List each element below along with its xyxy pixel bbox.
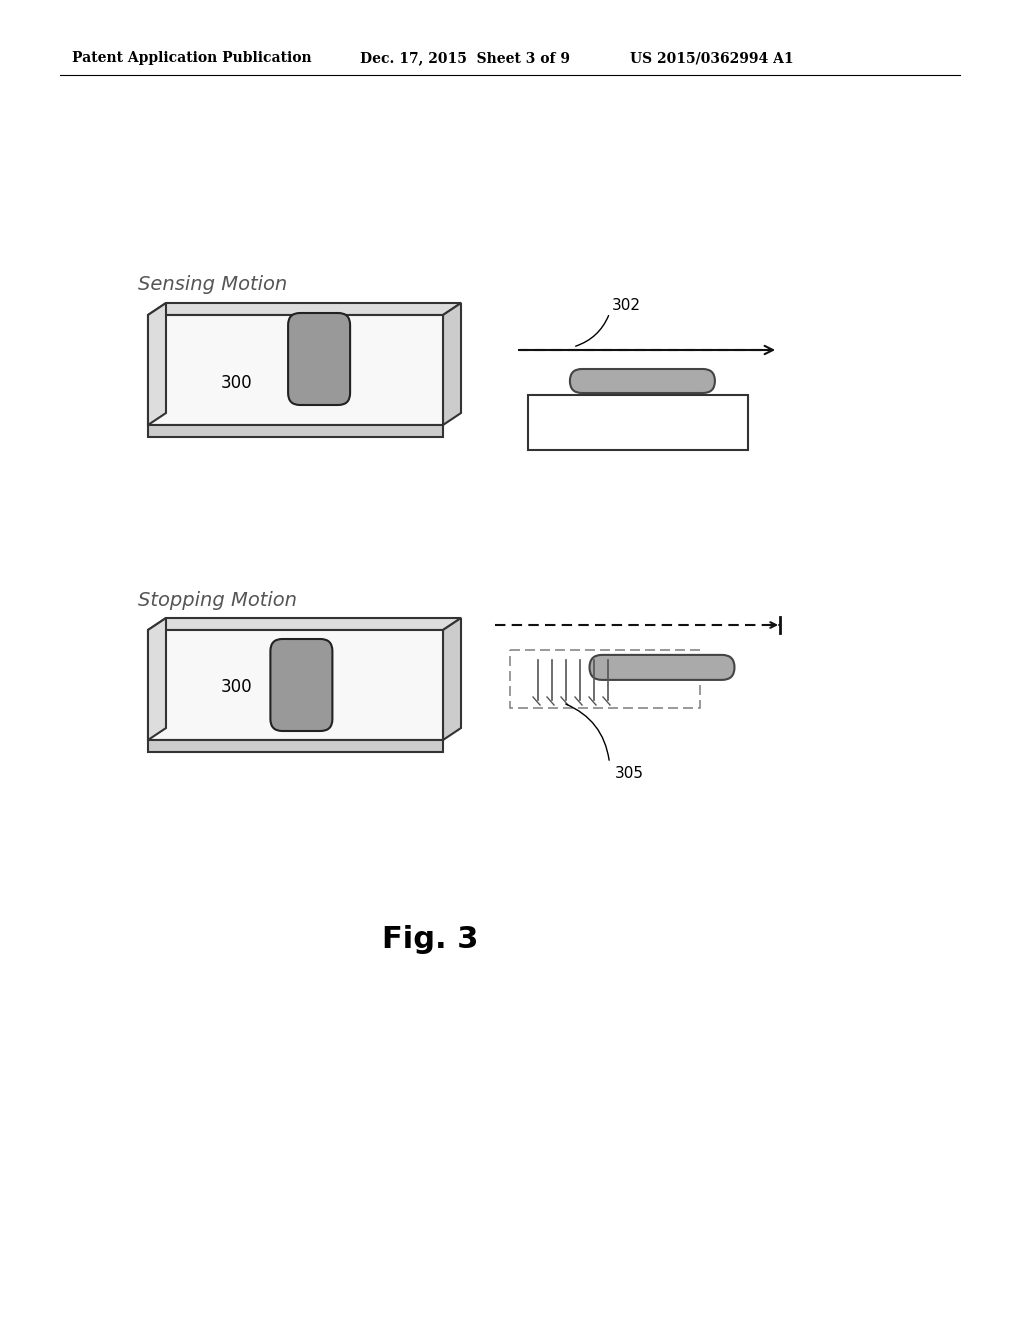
- Polygon shape: [148, 304, 461, 315]
- Text: 300: 300: [220, 374, 252, 392]
- Bar: [510, 649, 700, 708]
- Polygon shape: [443, 618, 461, 741]
- Polygon shape: [148, 618, 461, 630]
- Text: US 2015/0362994 A1: US 2015/0362994 A1: [630, 51, 794, 65]
- FancyBboxPatch shape: [590, 655, 734, 680]
- Polygon shape: [148, 315, 443, 425]
- Text: Fig. 3: Fig. 3: [382, 925, 478, 954]
- FancyBboxPatch shape: [288, 313, 350, 405]
- Polygon shape: [148, 304, 166, 425]
- Polygon shape: [148, 425, 443, 437]
- Text: Stopping Motion: Stopping Motion: [138, 590, 297, 610]
- Bar: [528, 395, 748, 450]
- Text: Sensing Motion: Sensing Motion: [138, 276, 288, 294]
- Text: 10: 10: [313, 360, 329, 374]
- FancyBboxPatch shape: [270, 639, 333, 731]
- Text: Patent Application Publication: Patent Application Publication: [72, 51, 311, 65]
- Text: 10: 10: [296, 686, 311, 700]
- Text: 302: 302: [611, 297, 641, 313]
- Text: 305: 305: [614, 766, 643, 780]
- Text: 300: 300: [220, 678, 252, 696]
- Polygon shape: [148, 741, 443, 752]
- Polygon shape: [148, 630, 443, 741]
- Polygon shape: [443, 304, 461, 425]
- FancyBboxPatch shape: [570, 370, 715, 393]
- Polygon shape: [148, 618, 166, 741]
- Text: Dec. 17, 2015  Sheet 3 of 9: Dec. 17, 2015 Sheet 3 of 9: [360, 51, 570, 65]
